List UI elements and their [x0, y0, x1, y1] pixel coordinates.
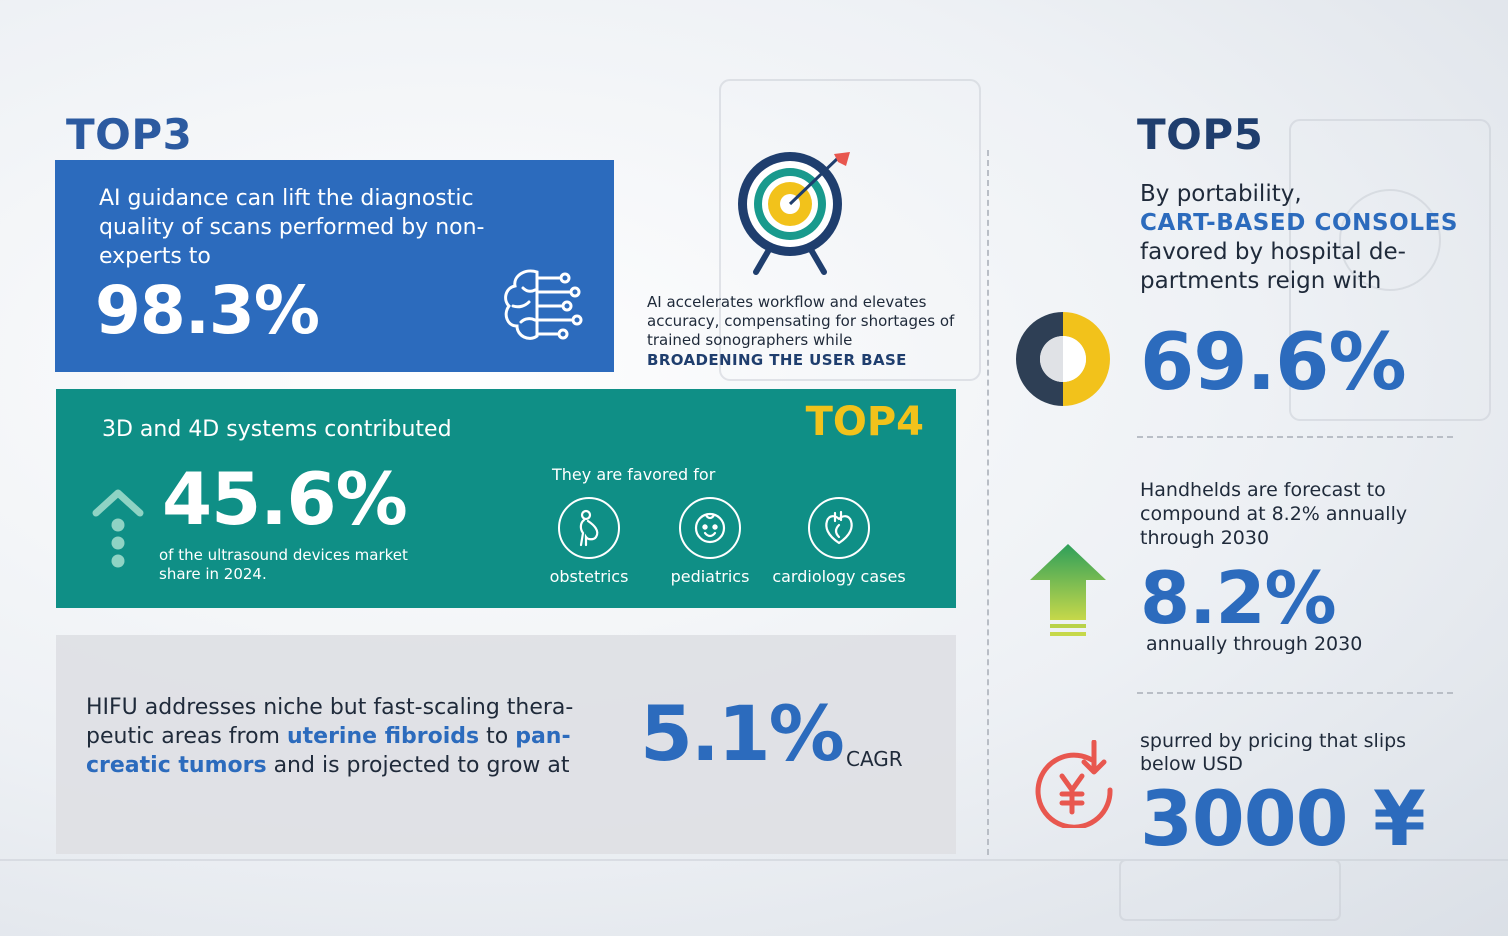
category-obstetrics: obstetrics [514, 497, 664, 586]
pregnancy-icon [579, 509, 599, 547]
top4-lead: 3D and 4D systems contributed [102, 417, 452, 442]
green-up-arrow-icon [1030, 544, 1106, 636]
category-cardiology: cardiology cases [764, 497, 914, 586]
top5-lead-part: By portability, [1140, 181, 1302, 207]
brain-circuit-icon [504, 269, 583, 340]
category-label: cardiology cases [772, 567, 906, 586]
heart-icon [825, 510, 853, 545]
top4-card: TOP4 3D and 4D systems contributed 45.6%… [56, 389, 956, 608]
top3-value: 98.3% [95, 272, 320, 349]
hifu-text-part: HIFU addresses niche but fast-scaling th… [86, 695, 574, 749]
hifu-description: HIFU addresses niche but fast-scaling th… [86, 693, 626, 780]
target-arrow-icon [738, 152, 850, 275]
hifu-value: 5.1% [640, 689, 845, 778]
ai-note-text: AI accelerates workflow and elevates acc… [647, 293, 955, 349]
pricing-value: 3000 ¥ [1140, 774, 1426, 863]
handhelds-value: 8.2% [1140, 556, 1337, 640]
hifu-highlight-pancreatic: pan-creatic tumors [86, 724, 571, 778]
top5-value: 69.6% [1140, 318, 1407, 408]
pricing-description: spurred by pricing that slips below USD [1140, 730, 1407, 775]
top5-lead: By portability, CART-BASED CONSOLES favo… [1140, 180, 1460, 296]
hifu-text-part: to [479, 724, 516, 749]
hifu-card: HIFU addresses niche but fast-scaling th… [56, 635, 956, 854]
hifu-highlight-fibroids: uterine fibroids [286, 724, 480, 749]
column-divider [987, 150, 989, 855]
top5-heading: TOP5 [1137, 110, 1264, 159]
top4-heading: TOP4 [805, 399, 924, 445]
category-label: obstetrics [549, 567, 629, 586]
hifu-unit: CAGR [846, 747, 903, 771]
chevron-up-dots-icon [92, 489, 144, 568]
top5-emphasis: CART-BASED CONSOLES [1140, 210, 1459, 236]
baby-face-icon [694, 512, 726, 544]
top4-note: of the ultrasound devices market share i… [159, 546, 408, 583]
top3-description: AI guidance can lift the diagnostic qual… [99, 186, 485, 269]
top3-card: AI guidance can lift the diagnostic qual… [55, 160, 614, 372]
top4-value: 45.6% [162, 457, 408, 541]
top5-lead-part: favored by hospital de-partments reign w… [1140, 239, 1406, 294]
yen-down-icon [1035, 740, 1113, 828]
top3-heading: TOP3 [66, 110, 193, 159]
divider [1137, 436, 1453, 438]
category-pediatrics: pediatrics [635, 497, 785, 586]
donut-chart-icon [1016, 312, 1110, 406]
handhelds-description: Handhelds are forecast to compound at 8.… [1140, 479, 1408, 549]
ai-note-emphasis: BROADENING THE USER BASE [647, 351, 907, 369]
hifu-text-part: and is projected to grow at [266, 753, 570, 778]
divider [1137, 692, 1453, 694]
favored-label: They are favored for [552, 465, 716, 484]
ai-note: AI accelerates workflow and elevates acc… [647, 293, 957, 370]
handhelds-subtext: annually through 2030 [1146, 633, 1363, 655]
category-label: pediatrics [670, 567, 750, 586]
